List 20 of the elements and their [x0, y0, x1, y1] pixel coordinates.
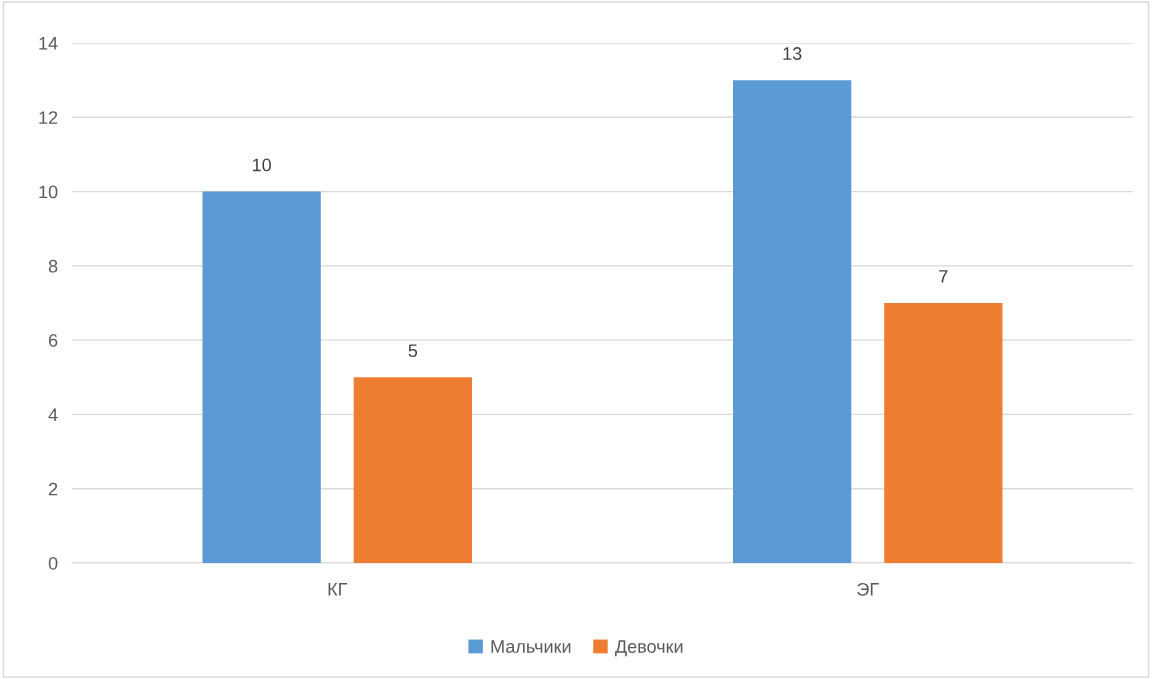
bar [202, 191, 321, 563]
bar [353, 377, 472, 563]
x-tick-label: КГ [328, 583, 348, 596]
y-tick-label: 12 [39, 111, 58, 124]
legend-label: Девочки [615, 640, 683, 657]
y-tick-label: 14 [39, 37, 58, 50]
data-label: 13 [783, 47, 802, 60]
data-label: 5 [408, 344, 418, 358]
y-tick-label: 0 [48, 556, 58, 570]
legend-label: Мальчики [491, 640, 571, 653]
x-tick-label: ЭГ [857, 582, 879, 596]
bar [733, 80, 852, 563]
y-tick-label: 2 [48, 482, 58, 496]
y-tick-label: 10 [39, 185, 58, 199]
y-tick-label: 8 [48, 259, 58, 273]
data-label: 10 [252, 158, 271, 172]
bar [884, 303, 1003, 563]
y-tick-label: 6 [48, 334, 58, 347]
data-label: 7 [939, 270, 948, 283]
y-tick-label: 4 [48, 408, 58, 421]
